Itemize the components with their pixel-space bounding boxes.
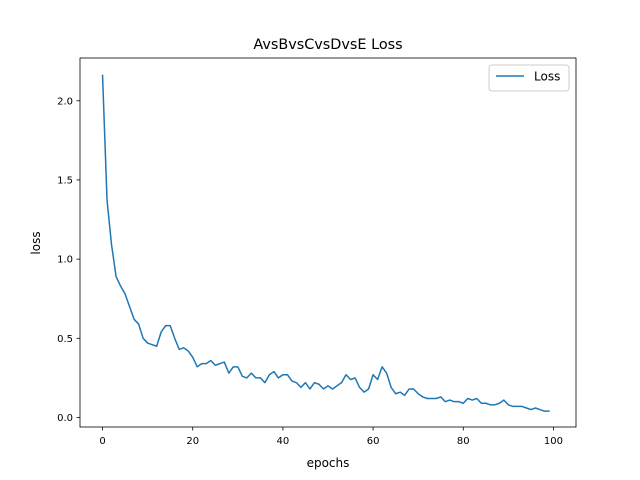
plot-frame [79,57,577,428]
legend-box [488,64,570,92]
x-tick-label: 60 [367,436,380,447]
x-axis-ticks: 0 20 40 60 80 100 [99,427,563,447]
y-tick-label: 0.5 [57,334,73,345]
chart-title: AvsBvsCvsDvsE Loss [253,37,402,53]
y-tick-label: 1.5 [57,175,73,186]
loss-series-line [101,74,550,412]
x-axis-label: epochs [307,456,350,470]
y-tick-label: 1.0 [57,255,73,266]
legend-label-loss: Loss [534,70,560,84]
y-axis-ticks: 0.0 0.5 1.0 1.5 2.0 [57,96,80,424]
x-tick-label: 40 [277,436,290,447]
x-tick-label: 80 [457,436,470,447]
y-tick-label: 2.0 [57,96,73,107]
x-tick-label: 20 [186,436,199,447]
legend: Loss [488,64,570,92]
y-tick-label: 0.0 [57,413,73,424]
x-tick-label: 0 [99,436,105,447]
y-axis-label: loss [29,231,43,254]
x-tick-label: 100 [544,436,563,447]
